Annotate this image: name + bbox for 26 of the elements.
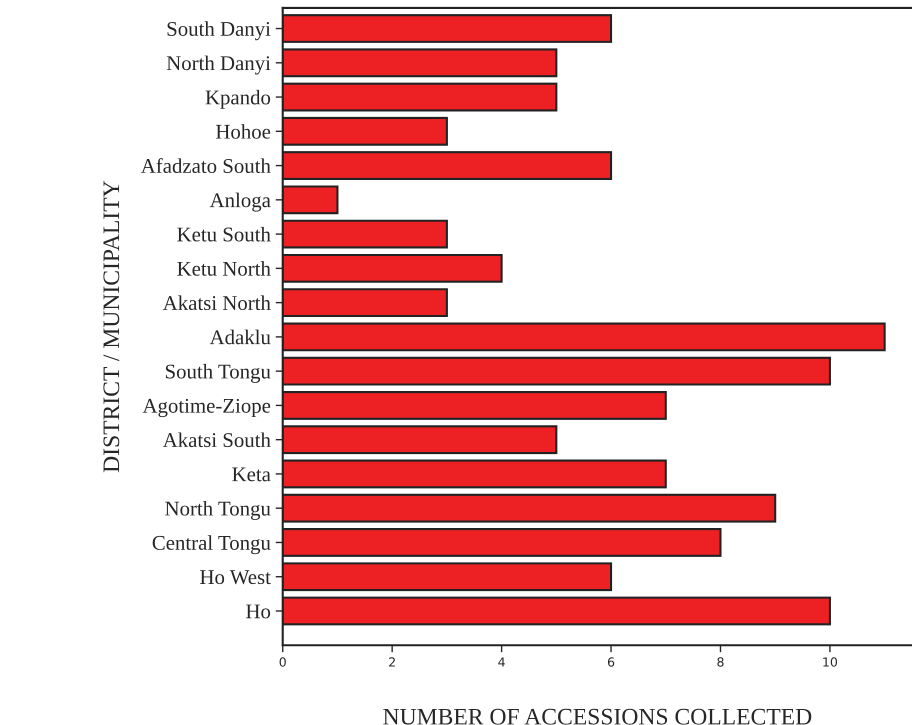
- y-tick-label: Keta: [232, 468, 271, 482]
- y-tick-label: Kpando: [206, 90, 270, 109]
- y-tick-label: Ketu South: [177, 226, 271, 242]
- y-tick-label: Akatsi South: [162, 432, 271, 448]
- y-tick-label: Hohoe: [216, 124, 270, 139]
- y-tick-label: Afadzato South: [140, 158, 271, 174]
- x-tick-label: 8: [717, 657, 724, 667]
- y-tick-label: South Danyi: [168, 21, 271, 40]
- x-tick-label: 10: [823, 657, 838, 667]
- x-tick-label: 4: [498, 657, 505, 667]
- y-tick-label: Ketu North: [177, 261, 271, 276]
- y-tick-label: Agotime-Ziope: [142, 398, 270, 418]
- y-tick-label: Central Tongu: [152, 535, 271, 554]
- y-tick-label: Ho: [246, 604, 270, 618]
- y-tick-label: South Tongu: [166, 364, 271, 383]
- x-tick-label: 6: [608, 657, 614, 667]
- x-tick-label: 2: [389, 657, 395, 667]
- y-tick-label: Akatsi North: [162, 295, 271, 310]
- y-axis-title: DISTRICT / MUNICIPALITY: [103, 180, 120, 472]
- y-tick-label: Adaklu: [210, 330, 271, 344]
- y-tick-label: Anloga: [210, 192, 271, 212]
- x-axis-title: NUMBER OF ACCESSIONS COLLECTED: [383, 708, 812, 725]
- y-tick-label: North Tongu: [165, 500, 271, 520]
- x-tick-label: 0: [280, 657, 286, 667]
- y-tick-label: North Danyi: [166, 56, 271, 75]
- y-tick-label: Ho West: [200, 570, 271, 584]
